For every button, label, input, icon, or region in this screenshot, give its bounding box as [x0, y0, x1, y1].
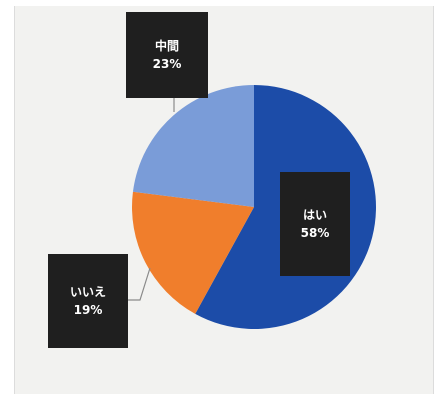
callout-no: いいえ 19%: [48, 254, 128, 348]
callout-yes: はい 58%: [280, 172, 350, 276]
callout-middle-label: 中間: [154, 39, 179, 53]
callout-yes-value: 58%: [300, 226, 330, 240]
pie-slice-middle: [132, 85, 254, 207]
callout-no-value: 19%: [73, 303, 103, 317]
callout-yes-label: はい: [302, 208, 327, 222]
callout-middle: 中間 23%: [126, 12, 208, 98]
leader-line-no: [128, 267, 151, 301]
pie-slice-no: [132, 191, 254, 314]
callout-middle-value: 23%: [152, 57, 182, 71]
callout-no-label: いいえ: [69, 285, 106, 299]
